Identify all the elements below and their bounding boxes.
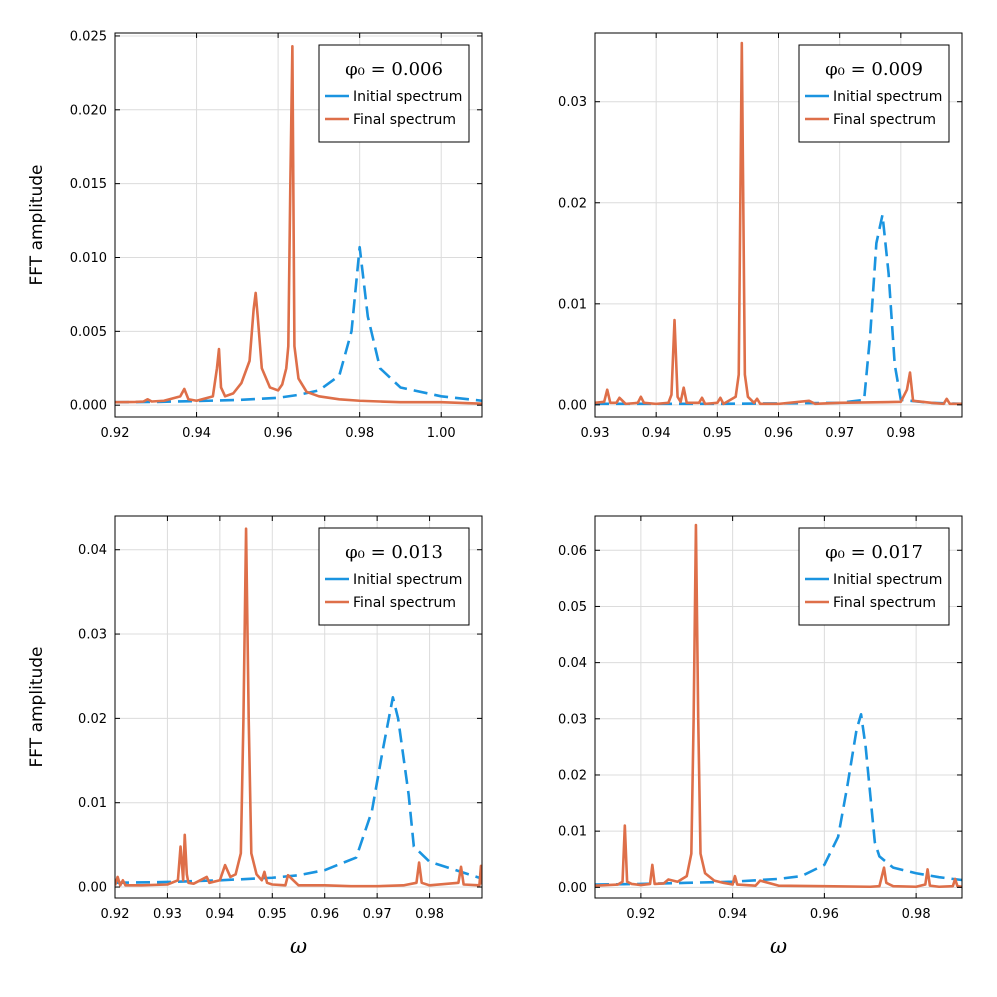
x-tick-label: 0.92 — [626, 907, 655, 922]
x-tick-label: 0.98 — [902, 907, 931, 922]
legend-label-initial: Initial spectrum — [833, 572, 942, 588]
y-tick-label: 0.00 — [558, 398, 587, 413]
final-spectrum-line — [115, 527, 482, 888]
y-tick-label: 0.06 — [558, 544, 587, 559]
legend-label-initial: Initial spectrum — [353, 572, 462, 588]
legend-label-final: Final spectrum — [833, 112, 936, 128]
x-tick-label: 0.96 — [764, 426, 793, 441]
final-spectrum-line — [115, 44, 482, 406]
legend-box — [318, 44, 470, 143]
y-axis-label: FFT amplitude — [27, 647, 47, 768]
legend-label-final: Final spectrum — [353, 595, 456, 611]
y-tick-label: 0.005 — [70, 325, 107, 340]
legend-label-initial: Initial spectrum — [353, 89, 462, 105]
x-tick-label: 0.96 — [264, 426, 293, 441]
y-tick-label: 0.02 — [78, 712, 107, 727]
plot-frame — [114, 515, 483, 899]
x-tick-label: 0.98 — [886, 426, 915, 441]
x-tick-label: 0.96 — [810, 907, 839, 922]
y-tick-label: 0.04 — [558, 656, 587, 671]
y-tick-label: 0.01 — [558, 825, 587, 840]
x-tick-label: 0.94 — [182, 426, 211, 441]
y-tick-label: 0.00 — [78, 881, 107, 896]
y-tick-label: 0.02 — [558, 768, 587, 783]
y-axis-label: FFT amplitude — [27, 165, 47, 286]
x-axis-label: ω — [770, 934, 787, 958]
legend-label-final: Final spectrum — [833, 595, 936, 611]
y-tick-label: 0.00 — [558, 881, 587, 896]
y-tick-label: 0.015 — [70, 177, 107, 192]
panel-phi-0-013: 0.92 0.93 0.94 0.95 0.96 0.97 0.98 0.00 0.01 0.02… — [27, 515, 483, 958]
x-tick-label: 0.93 — [153, 907, 182, 922]
y-tick-label: 0.04 — [78, 543, 107, 558]
legend-label-initial: Initial spectrum — [833, 89, 942, 105]
legend-title: φ₀ = 0.009 — [825, 59, 923, 80]
legend: φ₀ = 0.017 Initial spectrum Final spectrum — [798, 527, 950, 626]
panel-phi-0-009: 0.93 0.94 0.95 0.96 0.97 0.98 0.00 0.01 0.02 0.03… — [558, 32, 963, 441]
initial-spectrum-line — [595, 713, 962, 886]
x-tick-label: 0.94 — [642, 426, 671, 441]
x-tick-label: 0.92 — [101, 426, 130, 441]
x-tick-label: 0.97 — [825, 426, 854, 441]
initial-spectrum-line — [115, 696, 482, 885]
legend: φ₀ = 0.006 Initial spectrum Final spectrum — [318, 44, 470, 143]
legend: φ₀ = 0.013 Initial spectrum Final spectrum — [318, 527, 470, 626]
y-tick-label: 0.01 — [558, 297, 587, 312]
legend-label-final: Final spectrum — [353, 112, 456, 128]
panel-phi-0-006: 0.92 0.94 0.96 0.98 1.00 0.000 0.005 0.010 0.015… — [27, 29, 483, 441]
legend-title: φ₀ = 0.017 — [825, 542, 923, 563]
legend-box — [798, 44, 950, 143]
initial-spectrum-line — [115, 245, 482, 404]
y-tick-label: 0.025 — [70, 29, 107, 44]
x-tick-label: 0.95 — [258, 907, 287, 922]
y-tick-label: 0.05 — [558, 600, 587, 615]
panel-phi-0-017: 0.92 0.94 0.96 0.98 0.00 0.01 0.02 0.03 0.04 0.05… — [558, 515, 963, 958]
x-tick-label: 0.98 — [415, 907, 444, 922]
legend-title: φ₀ = 0.013 — [345, 542, 443, 563]
y-tick-label: 0.000 — [70, 399, 107, 414]
x-axis-label: ω — [290, 934, 307, 958]
plot-frame — [114, 32, 483, 418]
x-tick-label: 0.94 — [205, 907, 234, 922]
legend-title: φ₀ = 0.006 — [345, 59, 443, 80]
x-tick-label: 0.94 — [718, 907, 747, 922]
y-tick-label: 0.03 — [558, 95, 587, 110]
y-tick-label: 0.03 — [78, 628, 107, 643]
final-spectrum-line — [595, 523, 962, 889]
x-tick-label: 0.97 — [363, 907, 392, 922]
y-tick-label: 0.010 — [70, 251, 107, 266]
x-tick-label: 0.98 — [345, 426, 374, 441]
y-tick-label: 0.020 — [70, 103, 107, 118]
x-tick-label: 0.92 — [101, 907, 130, 922]
legend-box — [798, 527, 950, 626]
x-tick-label: 0.93 — [581, 426, 610, 441]
final-spectrum-line — [595, 41, 962, 406]
y-tick-label: 0.01 — [78, 796, 107, 811]
legend: φ₀ = 0.009 Initial spectrum Final spectrum — [798, 44, 950, 143]
x-tick-label: 1.00 — [427, 426, 456, 441]
y-tick-label: 0.02 — [558, 196, 587, 211]
x-tick-label: 0.96 — [310, 907, 339, 922]
x-tick-label: 0.95 — [703, 426, 732, 441]
plot-frame — [594, 515, 963, 899]
y-tick-label: 0.03 — [558, 712, 587, 727]
legend-box — [318, 527, 470, 626]
